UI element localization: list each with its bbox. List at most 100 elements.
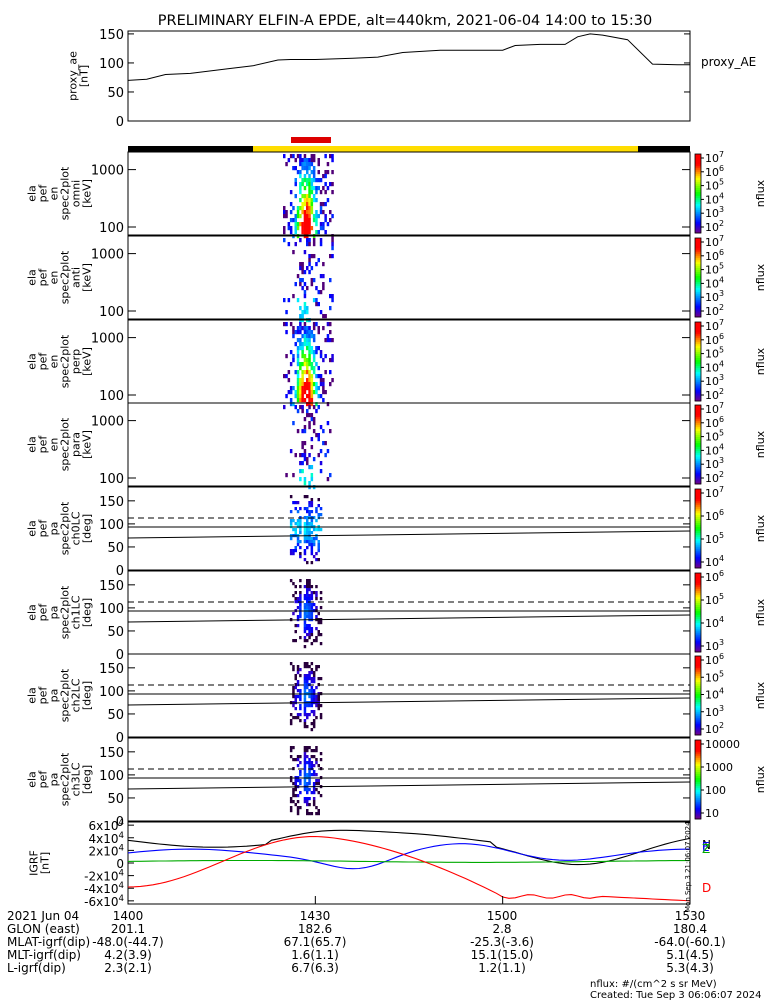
spec-cell: [329, 330, 332, 335]
pa-cell: [299, 770, 302, 774]
pa-cell: [310, 764, 314, 768]
spec-cell: [308, 218, 311, 223]
colorbar-step: [695, 729, 701, 732]
pa-cell: [310, 585, 314, 589]
spectrogram-panels: 1001000elapefenspec2plotomni[keV]1021031…: [26, 150, 768, 830]
pa-cell: [294, 716, 297, 720]
panel-anti-ylabel-line: anti: [70, 267, 83, 288]
pa-cell: [308, 636, 311, 640]
spec-cell: [294, 342, 297, 347]
pa-cell: [310, 773, 314, 777]
colorbar-step: [695, 247, 701, 251]
colorbar-step: [695, 522, 701, 525]
pa-cell: [292, 689, 295, 693]
spec-cell: [306, 194, 309, 199]
pa-cell: [303, 719, 307, 723]
colorbar-step: [695, 199, 701, 202]
spec-cell: [329, 358, 332, 363]
pa-cell: [303, 770, 307, 774]
spec-cell: [319, 210, 323, 215]
colorbar-step: [695, 460, 701, 463]
spec-cell: [292, 166, 295, 171]
spec-cell: [308, 226, 311, 231]
spec-cell: [294, 214, 297, 219]
spec-cell: [319, 226, 323, 231]
colorbar-step: [695, 797, 701, 800]
pa-cell: [315, 668, 318, 672]
pa-cell: [296, 779, 300, 783]
pa-cell: [303, 746, 307, 750]
spec-cell: [308, 214, 311, 219]
colorbar-tick-label: 104: [705, 615, 724, 630]
colorbar-step: [695, 185, 701, 188]
spec-cell: [319, 274, 323, 279]
pa-cell: [315, 782, 318, 786]
colorbar-step: [695, 156, 701, 159]
colorbar-zlabel: nflux: [754, 430, 767, 458]
pa-cell: [303, 516, 307, 520]
pa-cell: [317, 528, 320, 532]
colorbar-step: [695, 203, 701, 206]
spec-cell: [312, 198, 316, 203]
panel-ch0LC-ylabel-line: ch0LC: [70, 511, 83, 545]
pa-cell: [296, 665, 300, 669]
spec-cell: [322, 326, 325, 331]
colorbar-step: [695, 781, 701, 784]
colorbar-step: [695, 761, 701, 765]
spec-cell: [294, 158, 297, 163]
colorbar-tick-label: 105: [705, 531, 724, 546]
colorbar-step: [695, 375, 701, 378]
colorbar-step: [695, 387, 701, 390]
spec-cell: [308, 354, 311, 359]
colorbar-step: [695, 683, 701, 686]
spec-cell: [289, 322, 293, 327]
pa-cell: [310, 630, 314, 634]
spec-cell: [306, 214, 309, 219]
colorbar-step: [695, 331, 701, 335]
spec-cell: [319, 202, 323, 207]
pa-cell: [310, 686, 314, 690]
colorbar-step: [695, 562, 701, 565]
colorbar-step: [695, 510, 701, 514]
pa-cell: [289, 779, 293, 783]
pa-cell: [308, 528, 311, 532]
spec-cell: [289, 210, 293, 215]
spec-cell: [303, 425, 307, 430]
spec-cell: [317, 346, 320, 351]
colorbar-step: [695, 438, 701, 441]
proxy-ae-line: [127, 33, 690, 81]
colorbar-step: [695, 626, 701, 629]
spec-cell: [324, 338, 327, 343]
pa-cell: [310, 749, 314, 753]
spec-cell: [301, 166, 304, 171]
spec-cell: [306, 170, 309, 175]
pa-cell: [289, 722, 293, 726]
colorbar-tick-label: 103: [705, 638, 724, 653]
pa-cell: [299, 707, 302, 711]
spec-cell: [296, 210, 300, 215]
pa-cell: [315, 749, 318, 753]
colorbar-step: [695, 227, 701, 230]
colorbar-step: [695, 213, 701, 216]
spec-cell: [303, 330, 307, 335]
spec-cell: [296, 354, 300, 359]
colorbar-step: [695, 249, 701, 253]
spec-cell: [283, 374, 286, 379]
pa-cell: [315, 597, 318, 601]
colorbar-step: [695, 540, 701, 543]
pa-cell: [296, 695, 300, 699]
pa-cell: [315, 606, 318, 610]
pa-cell: [306, 624, 309, 628]
spec-cell: [312, 366, 316, 371]
colorbar-step: [695, 713, 701, 716]
spec-cell: [312, 370, 316, 375]
colorbar-step: [695, 383, 701, 386]
pa-cell: [310, 543, 314, 547]
pa-cell: [303, 722, 307, 726]
pa-tick-label: 0: [116, 648, 124, 663]
pa-cell: [315, 615, 318, 619]
spec-cell: [299, 390, 302, 395]
colorbar-step: [695, 295, 701, 298]
spec-cell: [303, 362, 307, 367]
colorbar-step: [695, 324, 701, 327]
